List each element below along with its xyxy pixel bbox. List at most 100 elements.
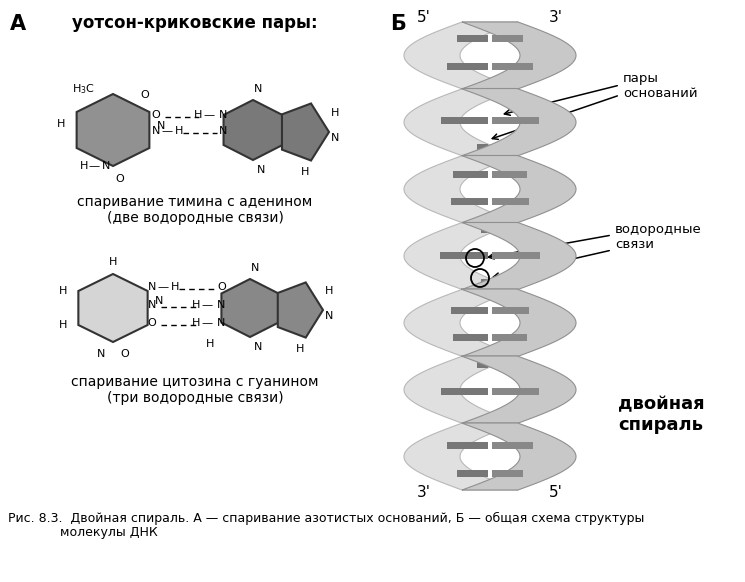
Polygon shape [461, 155, 576, 222]
Bar [492, 442, 533, 449]
Polygon shape [461, 356, 576, 423]
Bar [492, 36, 523, 42]
Text: N: N [217, 318, 226, 328]
Bar [453, 334, 488, 341]
Bar [492, 416, 493, 423]
Text: 3': 3' [417, 485, 431, 500]
Text: H: H [206, 339, 215, 349]
Text: пары
оснований: пары оснований [623, 72, 697, 100]
Polygon shape [462, 22, 576, 88]
Polygon shape [77, 94, 150, 166]
Bar [477, 361, 488, 368]
Polygon shape [78, 274, 148, 342]
Bar [448, 62, 488, 69]
Polygon shape [282, 104, 329, 161]
Text: H: H [194, 110, 202, 120]
Polygon shape [404, 423, 519, 490]
Text: N: N [251, 263, 259, 273]
Bar [486, 90, 488, 97]
Bar [481, 279, 488, 286]
Polygon shape [462, 222, 576, 289]
Bar [492, 470, 523, 477]
Polygon shape [221, 279, 279, 337]
Bar [453, 171, 488, 178]
Text: N: N [325, 311, 333, 321]
Bar [492, 226, 499, 233]
Bar [451, 198, 488, 205]
Bar [492, 171, 527, 178]
Text: H: H [57, 119, 65, 129]
Text: O: O [121, 349, 130, 359]
Text: N: N [331, 133, 340, 143]
Text: спаривание тимина с аденином
(две водородные связи): спаривание тимина с аденином (две водоро… [77, 195, 313, 225]
Polygon shape [462, 423, 576, 490]
Text: H: H [109, 257, 117, 267]
Text: —: — [201, 318, 212, 328]
Bar [457, 36, 488, 42]
Text: H: H [59, 320, 67, 330]
Text: N: N [148, 300, 156, 310]
Bar [451, 307, 488, 314]
Text: —: — [201, 300, 212, 310]
Polygon shape [404, 356, 519, 423]
Bar [492, 334, 527, 341]
Bar [440, 388, 488, 395]
Text: двойная
спираль: двойная спираль [618, 395, 705, 434]
Polygon shape [461, 289, 576, 356]
Text: H: H [191, 300, 200, 310]
Bar [492, 144, 504, 151]
Polygon shape [404, 222, 519, 289]
Text: N: N [152, 126, 160, 136]
Bar [486, 416, 488, 423]
Text: O: O [151, 110, 160, 120]
Text: $\mathregular{H_3}$C: $\mathregular{H_3}$C [72, 82, 95, 96]
Text: H: H [171, 282, 180, 292]
Text: H: H [325, 286, 333, 296]
Polygon shape [278, 282, 323, 338]
Text: H: H [296, 344, 304, 354]
Bar [492, 198, 530, 205]
Text: —: — [157, 282, 168, 292]
Text: —: — [203, 110, 215, 120]
Bar [440, 117, 488, 124]
Text: N: N [217, 300, 226, 310]
Text: N: N [254, 342, 262, 352]
Text: водородные
связи: водородные связи [615, 223, 702, 251]
Text: Б: Б [390, 14, 406, 34]
Text: H: H [301, 167, 309, 177]
Text: уотсон-криковские пары:: уотсон-криковские пары: [72, 14, 318, 32]
Bar [492, 361, 504, 368]
Bar [492, 252, 539, 259]
Text: N: N [254, 84, 262, 94]
Text: H: H [80, 161, 88, 171]
Bar [457, 470, 488, 477]
Polygon shape [461, 88, 576, 155]
Text: H: H [59, 286, 67, 296]
Bar [440, 252, 488, 259]
Text: O: O [140, 90, 149, 101]
Text: N: N [257, 165, 265, 175]
Text: 5': 5' [549, 485, 563, 500]
Polygon shape [404, 88, 519, 155]
Bar [477, 144, 488, 151]
Text: А: А [10, 14, 26, 34]
Polygon shape [404, 155, 519, 222]
Text: N: N [219, 126, 227, 136]
Bar [492, 388, 539, 395]
Text: —: — [89, 161, 100, 171]
Text: N: N [97, 349, 105, 359]
Text: 5': 5' [417, 10, 431, 25]
Text: H: H [331, 108, 340, 118]
Text: H: H [191, 318, 200, 328]
Text: —: — [162, 126, 173, 136]
Text: H: H [175, 126, 183, 136]
Text: N: N [219, 110, 227, 120]
Bar [492, 117, 539, 124]
Text: O: O [217, 282, 226, 292]
Text: O: O [148, 318, 156, 328]
Polygon shape [224, 100, 282, 160]
Bar [481, 226, 488, 233]
Bar [492, 62, 533, 69]
Bar [492, 90, 493, 97]
Text: Рис. 8.3.  Двойная спираль. А — спаривание азотистых оснований, Б — общая схема : Рис. 8.3. Двойная спираль. А — спаривани… [8, 512, 644, 525]
